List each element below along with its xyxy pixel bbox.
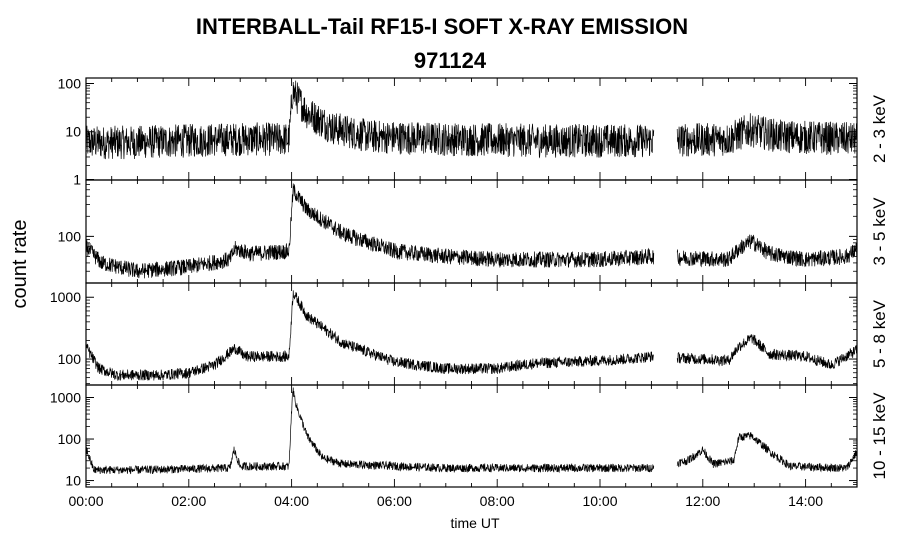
y-tick-label: 10 <box>65 473 81 489</box>
x-tick-label: 08:00 <box>480 493 515 509</box>
y-tick-label: 100 <box>58 228 82 244</box>
x-axis-label: time UT <box>451 515 500 531</box>
panel-frame <box>85 179 858 284</box>
series-line-3 <box>85 290 858 381</box>
x-tick-label: 04:00 <box>274 493 309 509</box>
chart-title: INTERBALL-Tail RF15-I SOFT X-RAY EMISSIO… <box>196 14 688 39</box>
panel-4: 10 100 1000 10 - 15 keV <box>50 384 889 489</box>
panel-2: 100 3 - 5 keV <box>58 179 889 284</box>
panels-group: 1 10 100 2 - 3 keV 100 3 - 5 keV 100 1000 5 - 8 … <box>50 75 889 488</box>
series-line-1 <box>85 80 858 160</box>
chart-subtitle: 971124 <box>414 48 487 73</box>
panel-1: 1 10 100 2 - 3 keV <box>58 75 889 187</box>
y-tick-label: 100 <box>58 351 82 367</box>
x-tick-label: 12:00 <box>685 493 720 509</box>
x-axis: 00:00 02:00 04:00 06:00 08:00 10:00 12:00 14:00 <box>68 493 823 509</box>
x-tick-label: 10:00 <box>582 493 617 509</box>
panel-3: 100 1000 5 - 8 keV <box>50 282 889 386</box>
series-line-4 <box>85 387 858 475</box>
series-label: 3 - 5 keV <box>870 197 889 266</box>
y-tick-label: 1000 <box>50 289 81 305</box>
y-tick-label: 100 <box>58 431 82 447</box>
y-tick-label: 1000 <box>50 390 81 406</box>
y-tick-label: 1 <box>73 172 81 188</box>
series-label: 5 - 8 keV <box>870 299 889 368</box>
series-line-2 <box>85 183 858 279</box>
y-axis-label: count rate <box>9 220 31 309</box>
x-tick-label: 14:00 <box>788 493 823 509</box>
y-tick-label: 100 <box>58 75 82 91</box>
x-tick-label: 02:00 <box>171 493 206 509</box>
x-tick-label: 06:00 <box>377 493 412 509</box>
series-label: 10 - 15 keV <box>870 392 889 480</box>
series-label: 2 - 3 keV <box>870 94 889 163</box>
x-tick-label: 00:00 <box>68 493 103 509</box>
y-tick-label: 10 <box>65 124 81 140</box>
